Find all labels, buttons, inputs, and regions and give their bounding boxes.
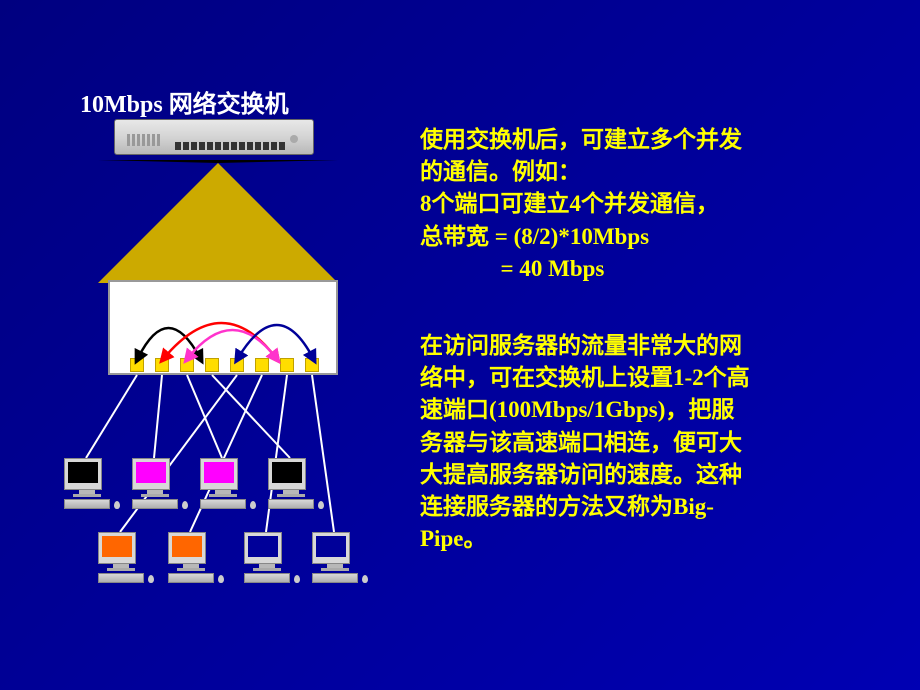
switch-port-icon xyxy=(255,358,269,372)
screen xyxy=(68,462,98,483)
mouse-icon xyxy=(148,575,154,583)
monitor-icon xyxy=(168,532,206,564)
computer-icon xyxy=(64,458,110,509)
text-line: 大提高服务器访问的速度。这种 xyxy=(420,459,750,491)
text-line: 的通信。例如： xyxy=(420,156,742,188)
screen xyxy=(316,536,346,557)
switch-port-icon xyxy=(230,358,244,372)
monitor-base xyxy=(73,494,101,497)
monitor-icon xyxy=(312,532,350,564)
text-line: Pipe。 xyxy=(420,523,750,555)
switch-port-icon xyxy=(205,358,219,372)
cpu-box-icon xyxy=(200,499,246,509)
computer-icon xyxy=(168,532,214,583)
cpu-box-icon xyxy=(64,499,110,509)
mouse-icon xyxy=(218,575,224,583)
mouse-icon xyxy=(114,501,120,509)
monitor-base xyxy=(177,568,205,571)
mouse-icon xyxy=(182,501,188,509)
screen xyxy=(136,462,166,483)
computer-icon xyxy=(268,458,314,509)
switch-device-icon xyxy=(114,119,314,155)
monitor-icon xyxy=(132,458,170,490)
computer-icon xyxy=(132,458,178,509)
monitor-base xyxy=(209,494,237,497)
text-line: = 40 Mbps xyxy=(420,253,742,285)
cpu-box-icon xyxy=(132,499,178,509)
monitor-icon xyxy=(98,532,136,564)
monitor-base xyxy=(107,568,135,571)
computer-icon xyxy=(244,532,290,583)
connection-line xyxy=(212,375,290,458)
switch-port-icon xyxy=(305,358,319,372)
title-text: 10Mbps 网络交换机 xyxy=(80,92,289,118)
screen xyxy=(248,536,278,557)
screen xyxy=(204,462,234,483)
cpu-box-icon xyxy=(244,573,290,583)
connection-line xyxy=(86,375,137,458)
computer-icon xyxy=(312,532,358,583)
mouse-icon xyxy=(318,501,324,509)
switch-port-icon xyxy=(155,358,169,372)
screen xyxy=(172,536,202,557)
cpu-box-icon xyxy=(98,573,144,583)
text-line: 务器与该高速端口相连，便可大 xyxy=(420,427,750,459)
monitor-base xyxy=(141,494,169,497)
mouse-icon xyxy=(294,575,300,583)
text-line: 在访问服务器的流量非常大的网 xyxy=(420,330,750,362)
computer-icon xyxy=(98,532,144,583)
cpu-box-icon xyxy=(312,573,358,583)
text-line: 总带宽 = (8/2)*10Mbps xyxy=(420,221,742,253)
mouse-icon xyxy=(250,501,256,509)
monitor-icon xyxy=(244,532,282,564)
cpu-box-icon xyxy=(168,573,214,583)
cpu-box-icon xyxy=(268,499,314,509)
description-paragraph-2: 在访问服务器的流量非常大的网络中，可在交换机上设置1-2个高速端口(100Mbp… xyxy=(420,330,750,555)
computer-icon xyxy=(200,458,246,509)
slide-title: 10Mbps 网络交换机 xyxy=(80,84,289,119)
screen xyxy=(272,462,302,483)
monitor-base xyxy=(253,568,281,571)
connection-line xyxy=(312,375,334,532)
connection-line xyxy=(154,375,162,458)
switch-port-icon xyxy=(130,358,144,372)
switch-port-icon xyxy=(180,358,194,372)
switch-port-icon xyxy=(280,358,294,372)
connection-line xyxy=(187,375,222,458)
text-line: 络中，可在交换机上设置1-2个高 xyxy=(420,362,750,394)
broadcast-triangle-icon xyxy=(98,160,338,283)
monitor-base xyxy=(321,568,349,571)
monitor-base xyxy=(277,494,305,497)
switch-ports-strip xyxy=(175,142,285,150)
text-line: 速端口(100Mbps/1Gbps)，把服 xyxy=(420,394,750,426)
mouse-icon xyxy=(362,575,368,583)
switch-power-button-icon xyxy=(290,135,298,143)
monitor-icon xyxy=(64,458,102,490)
description-paragraph-1: 使用交换机后，可建立多个并发的通信。例如：8个端口可建立4个并发通信，总带宽 =… xyxy=(420,124,742,285)
text-line: 8个端口可建立4个并发通信， xyxy=(420,188,742,220)
text-line: 连接服务器的方法又称为Big- xyxy=(420,491,750,523)
screen xyxy=(102,536,132,557)
monitor-icon xyxy=(200,458,238,490)
text-line: 使用交换机后，可建立多个并发 xyxy=(420,124,742,156)
monitor-icon xyxy=(268,458,306,490)
